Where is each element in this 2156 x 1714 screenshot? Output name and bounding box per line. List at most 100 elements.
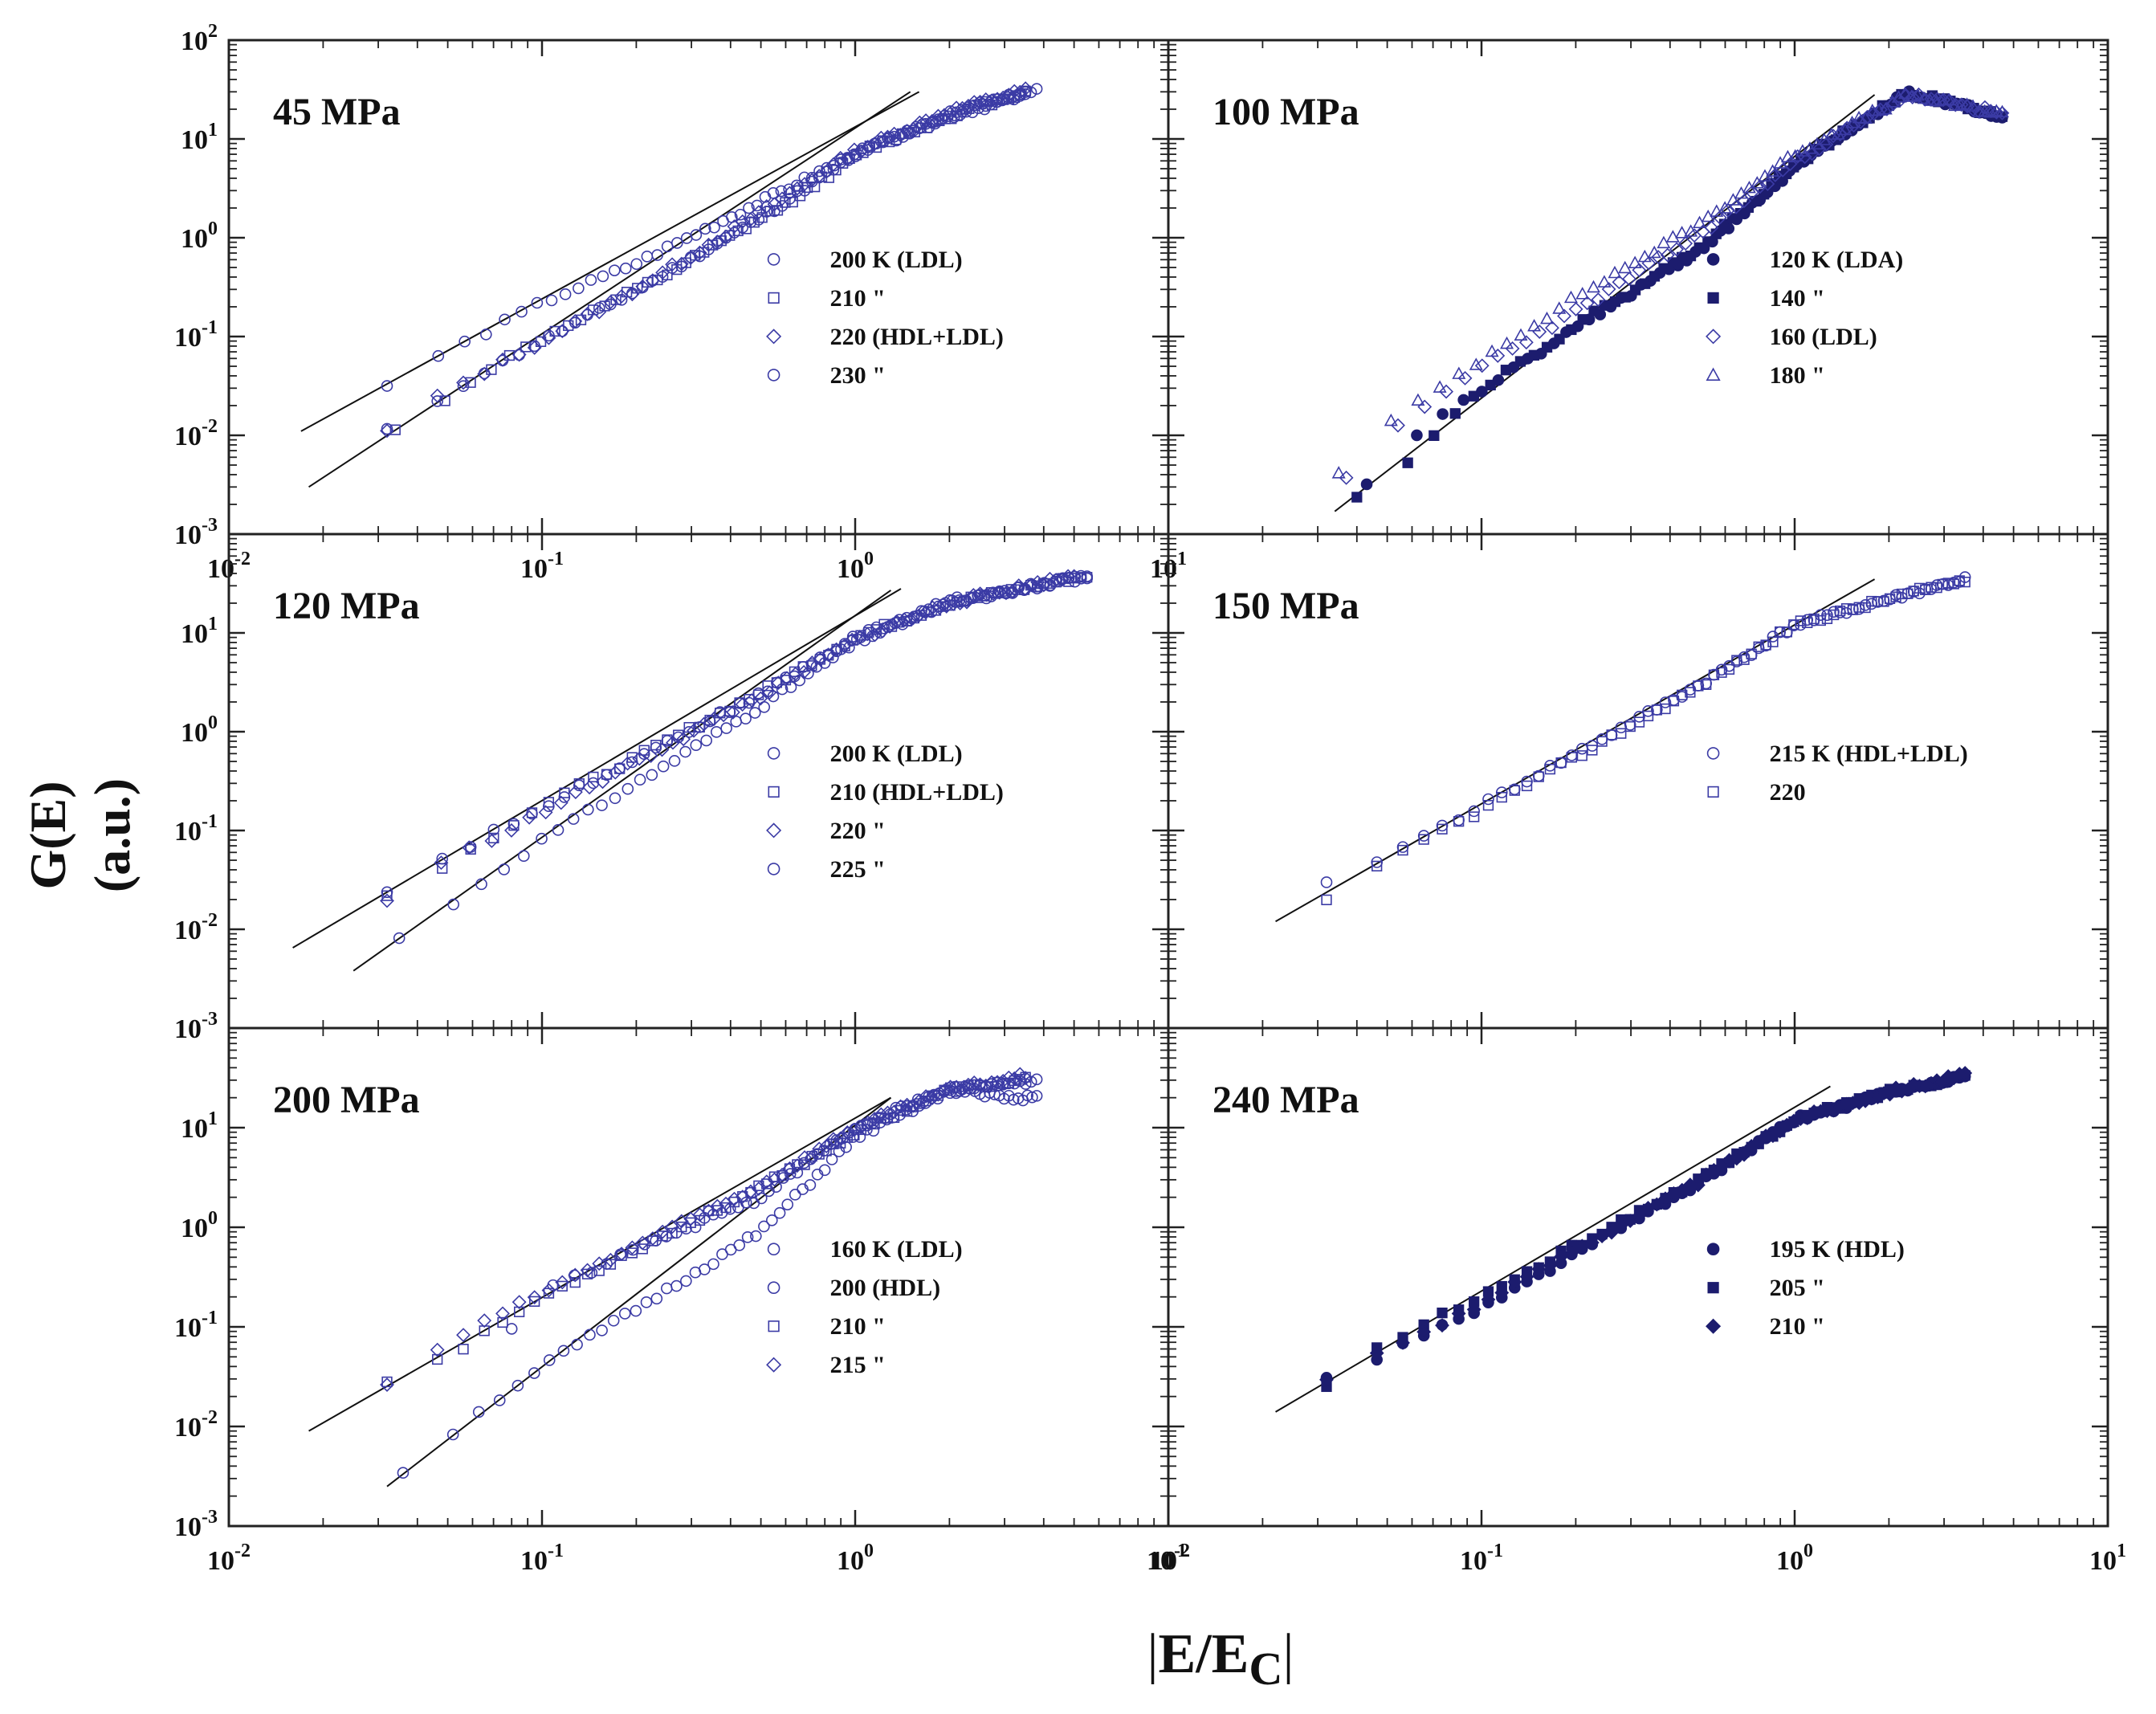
data-point: [1554, 333, 1565, 345]
data-point: [1910, 88, 1925, 101]
data-point: [487, 823, 500, 836]
data-point: [1657, 235, 1671, 249]
data-point: [862, 624, 875, 636]
data-point: [1411, 393, 1425, 406]
data-point: [674, 256, 689, 271]
legend-label: 220: [1770, 779, 1806, 806]
data-point: [1416, 1324, 1432, 1340]
data-point: [543, 1354, 556, 1366]
data-point: [1637, 249, 1652, 263]
fit-line: [300, 91, 920, 432]
data-point: [799, 1159, 810, 1170]
data-point: [1628, 255, 1642, 268]
data-point: [710, 1198, 725, 1214]
data-point: [927, 1090, 938, 1101]
data-point: [948, 111, 960, 124]
data-point: [1500, 336, 1514, 349]
data-point: [726, 704, 740, 720]
data-point: [946, 597, 961, 611]
data-point: [1001, 1070, 1017, 1085]
data-point: [762, 685, 777, 700]
series-1: [1320, 1070, 1971, 1384]
data-point: [381, 890, 393, 901]
data-point: [571, 1338, 583, 1351]
data-point: [900, 611, 913, 624]
data-point: [557, 1345, 570, 1357]
data-point: [1397, 844, 1408, 856]
data-point: [1030, 83, 1043, 95]
data-point: [1002, 91, 1014, 104]
y-tick-label: 101: [181, 614, 218, 649]
data-point: [1978, 100, 1992, 115]
data-point: [937, 108, 952, 123]
data-point: [740, 712, 752, 724]
panel-title: 200 MPa: [273, 1079, 420, 1121]
data-point: [1651, 250, 1666, 265]
data-point: [1726, 193, 1740, 206]
legend-label: 210 ": [830, 285, 886, 312]
data-point: [869, 1118, 880, 1130]
data-point: [1069, 575, 1081, 588]
data-point: [1528, 349, 1540, 361]
y-tick-label: 10-2: [174, 910, 218, 945]
data-point: [430, 1342, 445, 1357]
data-point: [1690, 1177, 1706, 1193]
data-point: [1541, 341, 1553, 353]
legend-label: 210 ": [830, 1313, 886, 1340]
data-point: [833, 1145, 846, 1157]
data-point: [568, 785, 583, 800]
legend-label: 220 ": [830, 818, 886, 844]
data-point: [511, 347, 527, 362]
data-point: [1891, 90, 1905, 103]
data-point: [1795, 615, 1807, 626]
data-point: [766, 1214, 778, 1226]
series-3: [1319, 1066, 1973, 1387]
data-point: [1865, 598, 1878, 610]
data-point: [758, 701, 771, 713]
data-point: [1819, 137, 1834, 152]
data-point: [923, 121, 935, 133]
data-point: [699, 222, 711, 235]
data-point: [1527, 319, 1542, 332]
data-point: [1685, 250, 1697, 262]
data-point: [635, 1235, 650, 1251]
data-point: [860, 139, 875, 154]
series-2: [1351, 88, 2008, 503]
data-point: [1773, 156, 1787, 169]
data-point: [828, 1138, 839, 1149]
data-point: [655, 1224, 670, 1239]
data-point: [1866, 106, 1881, 121]
data-point: [1482, 799, 1494, 811]
data-point: [720, 722, 732, 734]
data-point: [1954, 575, 1965, 586]
data-point: [626, 756, 638, 769]
data-point: [1555, 757, 1567, 769]
data-point: [1351, 492, 1363, 503]
data-point: [700, 734, 712, 747]
data-point: [782, 1161, 797, 1176]
data-point: [558, 791, 571, 803]
data-point: [593, 1265, 605, 1276]
data-point: [1942, 92, 1956, 106]
data-point: [955, 1080, 970, 1096]
data-point: [819, 1139, 834, 1153]
data-point: [1437, 1307, 1448, 1319]
data-point: [680, 257, 691, 268]
data-point: [660, 1282, 673, 1295]
data-point: [1466, 1302, 1481, 1317]
data-point: [381, 380, 393, 392]
data-point: [912, 1093, 927, 1108]
data-point: [480, 329, 492, 341]
data-point: [998, 585, 1011, 597]
data-point: [734, 208, 747, 221]
data-point: [625, 287, 640, 302]
data-point: [608, 264, 621, 276]
data-point: [1803, 141, 1817, 154]
fit-line: [1275, 1085, 1831, 1413]
data-point: [1966, 99, 1980, 112]
data-point: [1608, 265, 1622, 279]
data-point: [1675, 226, 1689, 239]
data-point: [556, 1280, 568, 1292]
data-point: [870, 621, 882, 634]
data-point: [1760, 177, 1775, 191]
